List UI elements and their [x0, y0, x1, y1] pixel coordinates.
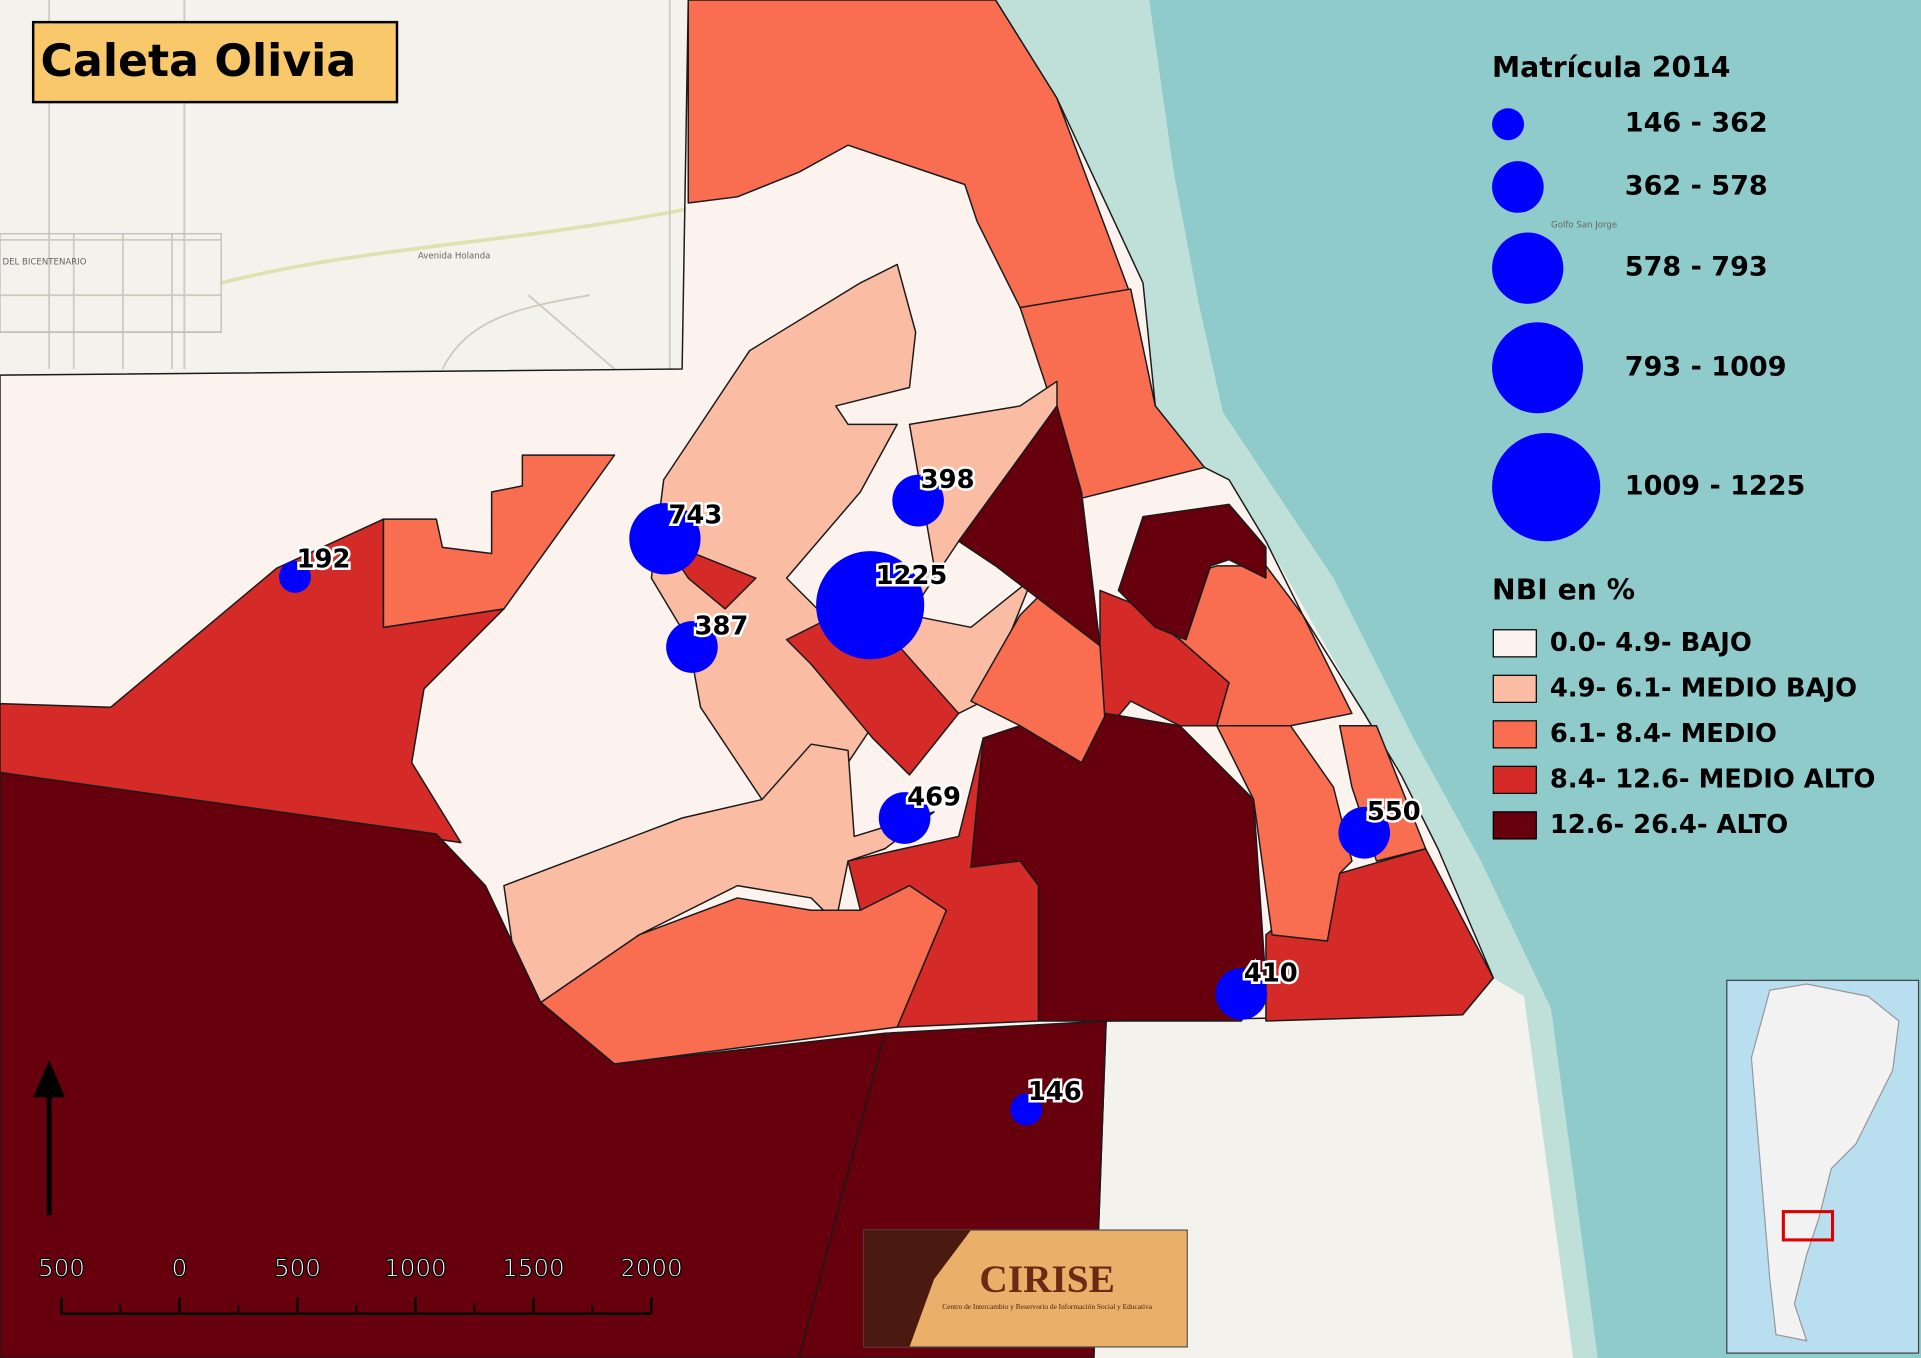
- school-label: 410: [1244, 958, 1298, 988]
- scale-label: 1000: [384, 1253, 447, 1282]
- title-box: [31, 20, 399, 104]
- legend-title: NBI en %: [1492, 574, 1635, 607]
- base-map-label: DEL BICENTENARIO: [2, 258, 86, 268]
- district: [540, 884, 948, 1065]
- district: [0, 771, 886, 1358]
- map-title: Caleta Olivia: [41, 36, 357, 87]
- legend-label: 1009 - 1225: [1625, 471, 1806, 502]
- school-circle: [878, 792, 931, 844]
- roads: [0, 0, 689, 370]
- legend-circle: [1492, 161, 1544, 213]
- inset-highlight: [1781, 1210, 1835, 1242]
- legend-label: 362 - 578: [1625, 170, 1768, 201]
- logo-subtitle: Centro de Intercambio y Reservorio de In…: [942, 1302, 1153, 1311]
- legend-label: 0.0- 4.9- BAJO: [1550, 628, 1752, 658]
- district: [382, 454, 616, 629]
- school-label: 550: [1367, 797, 1421, 827]
- legend-label: 8.4- 12.6- MEDIO ALTO: [1550, 764, 1876, 794]
- legend-circle: [1492, 432, 1601, 542]
- legend-label: 793 - 1009: [1625, 351, 1787, 382]
- legend-title: Matrícula 2014: [1492, 51, 1730, 84]
- inset-map: [1726, 979, 1920, 1354]
- school-circle: [1010, 1093, 1043, 1126]
- district: [1216, 725, 1353, 942]
- scale-label: 1500: [502, 1253, 565, 1282]
- school-label: 398: [921, 465, 975, 495]
- school-label: 146: [1028, 1077, 1082, 1107]
- scale-label: 500: [274, 1253, 321, 1282]
- district: [970, 712, 1267, 1022]
- school-label: 387: [695, 611, 749, 641]
- legend-label: 4.9- 6.1- MEDIO BAJO: [1550, 673, 1857, 703]
- legend-label: 6.1- 8.4- MEDIO: [1550, 719, 1777, 749]
- legend-swatch: [1492, 674, 1537, 703]
- scale-label: 500: [38, 1253, 85, 1282]
- school-circle: [278, 560, 311, 593]
- grid-block: [0, 233, 222, 333]
- scale-label: 0: [172, 1253, 188, 1282]
- school-label: 192: [297, 544, 351, 574]
- legend-swatch: [1492, 765, 1537, 795]
- scale-label: 2000: [620, 1253, 683, 1282]
- school-label: 1225: [876, 561, 948, 591]
- district: [1117, 503, 1267, 641]
- arrow-head: [33, 1060, 66, 1098]
- district: [1338, 725, 1427, 862]
- legend-swatch: [1492, 811, 1537, 840]
- logo-shape: [864, 1230, 971, 1347]
- inset-land: [1750, 983, 1900, 1342]
- legend-label: 146 - 362: [1625, 108, 1768, 139]
- school-circle: [1215, 968, 1268, 1020]
- legend-circle: [1492, 108, 1525, 141]
- district: [957, 405, 1101, 647]
- legend-circle: [1492, 232, 1564, 304]
- school-circle: [629, 503, 701, 575]
- legend-label: 12.6- 26.4- ALTO: [1550, 810, 1788, 840]
- logo-name: CIRISE: [979, 1257, 1114, 1301]
- north-arrow: [33, 1060, 66, 1216]
- school-label: 469: [907, 782, 961, 812]
- logo: [863, 1229, 1188, 1348]
- base-map-label: Golfo San Jorge: [1551, 221, 1617, 231]
- district: [687, 0, 1132, 327]
- school-circle: [892, 474, 944, 527]
- legend-swatch: [1492, 629, 1537, 658]
- base-map-label: Avenida Holanda: [418, 251, 491, 261]
- school-circle: [816, 551, 925, 660]
- legend-swatch: [1492, 720, 1537, 749]
- school-circle: [666, 621, 718, 673]
- school-label: 743: [668, 500, 722, 530]
- legend-circle: [1492, 322, 1584, 414]
- school-circle: [1338, 806, 1391, 859]
- legend-label: 578 - 793: [1625, 252, 1768, 283]
